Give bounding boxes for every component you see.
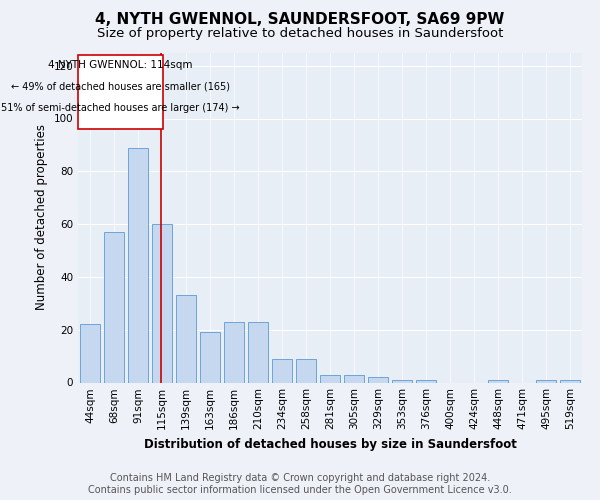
Y-axis label: Number of detached properties: Number of detached properties: [35, 124, 48, 310]
Text: 4, NYTH GWENNOL, SAUNDERSFOOT, SA69 9PW: 4, NYTH GWENNOL, SAUNDERSFOOT, SA69 9PW: [95, 12, 505, 28]
Bar: [152, 224, 172, 382]
Bar: [128, 148, 148, 382]
Text: Contains HM Land Registry data © Crown copyright and database right 2024.
Contai: Contains HM Land Registry data © Crown c…: [88, 474, 512, 495]
Bar: [296, 358, 316, 382]
Bar: [416, 380, 436, 382]
X-axis label: Distribution of detached houses by size in Saundersfoot: Distribution of detached houses by size …: [143, 438, 517, 451]
Bar: [488, 380, 508, 382]
Bar: [200, 332, 220, 382]
Text: 4 NYTH GWENNOL: 114sqm: 4 NYTH GWENNOL: 114sqm: [49, 60, 193, 70]
Bar: [248, 322, 268, 382]
Bar: [344, 374, 364, 382]
Bar: [560, 380, 580, 382]
Text: Size of property relative to detached houses in Saundersfoot: Size of property relative to detached ho…: [97, 28, 503, 40]
Bar: [368, 377, 388, 382]
FancyBboxPatch shape: [78, 55, 163, 129]
Bar: [320, 374, 340, 382]
Bar: [176, 296, 196, 382]
Text: 51% of semi-detached houses are larger (174) →: 51% of semi-detached houses are larger (…: [1, 102, 240, 113]
Bar: [80, 324, 100, 382]
Text: ← 49% of detached houses are smaller (165): ← 49% of detached houses are smaller (16…: [11, 82, 230, 92]
Bar: [272, 358, 292, 382]
Bar: [104, 232, 124, 382]
Bar: [224, 322, 244, 382]
Bar: [536, 380, 556, 382]
Bar: [392, 380, 412, 382]
